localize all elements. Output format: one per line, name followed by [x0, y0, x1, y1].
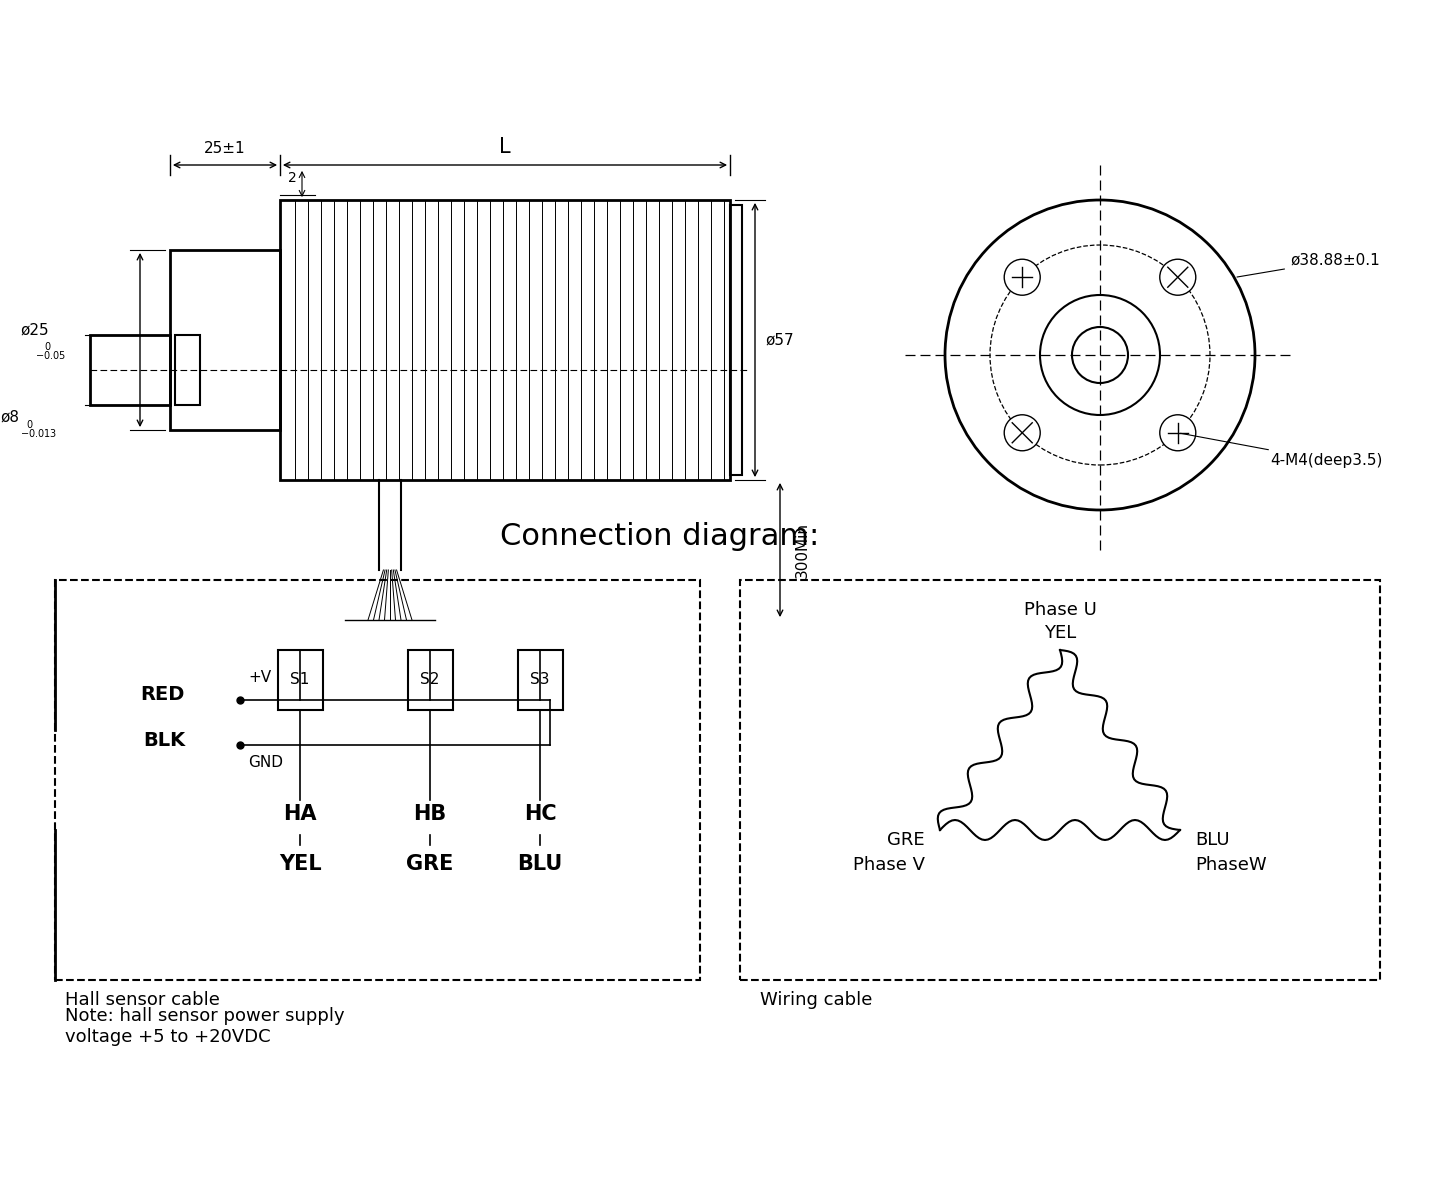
Text: 2: 2 — [288, 170, 296, 185]
Text: $^{\ \ \ 0}_{-0.05}$: $^{\ \ \ 0}_{-0.05}$ — [35, 341, 66, 364]
Text: ø8: ø8 — [0, 409, 19, 425]
Bar — [91, 335, 170, 404]
Bar — [281, 200, 730, 480]
Text: HA: HA — [283, 804, 317, 824]
Text: GND: GND — [248, 755, 283, 770]
Text: S3: S3 — [530, 672, 550, 688]
Text: $^{\ \ 0}_{-0.013}$: $^{\ \ 0}_{-0.013}$ — [20, 419, 58, 442]
Text: YEL: YEL — [279, 854, 321, 874]
Text: ø38.88±0.1: ø38.88±0.1 — [1238, 253, 1380, 277]
Text: Note: hall sensor power supply
voltage +5 to +20VDC: Note: hall sensor power supply voltage +… — [65, 1007, 344, 1046]
Text: 4-M4(deep3.5): 4-M4(deep3.5) — [1180, 433, 1383, 468]
Bar — [730, 205, 743, 475]
Text: BLU: BLU — [1194, 830, 1229, 848]
Text: BLU: BLU — [518, 854, 563, 874]
Text: 25±1: 25±1 — [204, 140, 246, 156]
Text: Wiring cable: Wiring cable — [760, 991, 872, 1009]
Text: RED: RED — [141, 685, 186, 704]
Text: Connection diagram:: Connection diagram: — [499, 522, 819, 551]
Text: ø57: ø57 — [766, 332, 794, 348]
Text: BLK: BLK — [142, 731, 186, 750]
Bar — [518, 650, 563, 710]
Text: L: L — [499, 137, 511, 157]
Text: Hall sensor cable: Hall sensor cable — [65, 991, 220, 1009]
Text: HB: HB — [413, 804, 446, 824]
Bar — [407, 650, 452, 710]
Bar — [278, 650, 322, 710]
Text: ø25: ø25 — [20, 323, 49, 337]
Text: +V: +V — [248, 670, 271, 685]
Text: HC: HC — [524, 804, 557, 824]
Text: PhaseW: PhaseW — [1194, 856, 1266, 874]
Circle shape — [1004, 415, 1040, 451]
Circle shape — [1160, 415, 1196, 451]
Text: GRE: GRE — [888, 830, 925, 848]
Text: S2: S2 — [420, 672, 440, 688]
Text: 300Min: 300Min — [794, 522, 810, 578]
Text: Phase U: Phase U — [1023, 601, 1097, 619]
Text: GRE: GRE — [406, 854, 453, 874]
Circle shape — [1160, 259, 1196, 295]
Text: S1: S1 — [291, 672, 309, 688]
Text: YEL: YEL — [1043, 624, 1076, 642]
Circle shape — [1004, 259, 1040, 295]
Text: Phase V: Phase V — [853, 856, 925, 874]
Bar — [170, 250, 281, 430]
Bar — [176, 335, 200, 404]
